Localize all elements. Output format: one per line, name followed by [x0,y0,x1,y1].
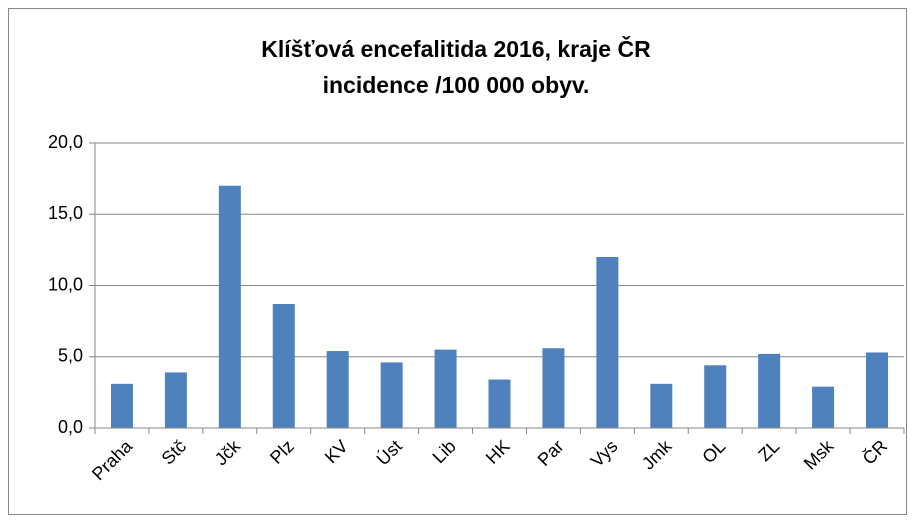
chart-frame [8,8,907,515]
chart-title: Klíšťová encefalitida 2016, kraje ČR [261,35,651,62]
y-tick-label: 15,0 [48,203,83,223]
bar [542,348,565,428]
bar [758,353,781,428]
bar [866,352,889,428]
bar [110,383,133,428]
bar [596,257,619,428]
chart-subtitle: incidence /100 000 obyv. [323,72,590,98]
bar [650,383,673,428]
bar [812,386,835,428]
bar [272,304,295,428]
bar [434,349,457,428]
bar [704,365,727,428]
bar [380,362,403,428]
y-tick-label: 0,0 [58,417,83,437]
bar [326,351,349,428]
y-tick-label: 10,0 [48,274,83,294]
bar [218,185,241,428]
bar [164,372,187,428]
y-tick-label: 20,0 [48,132,83,152]
y-tick-label: 5,0 [58,346,83,366]
bar [488,379,511,428]
